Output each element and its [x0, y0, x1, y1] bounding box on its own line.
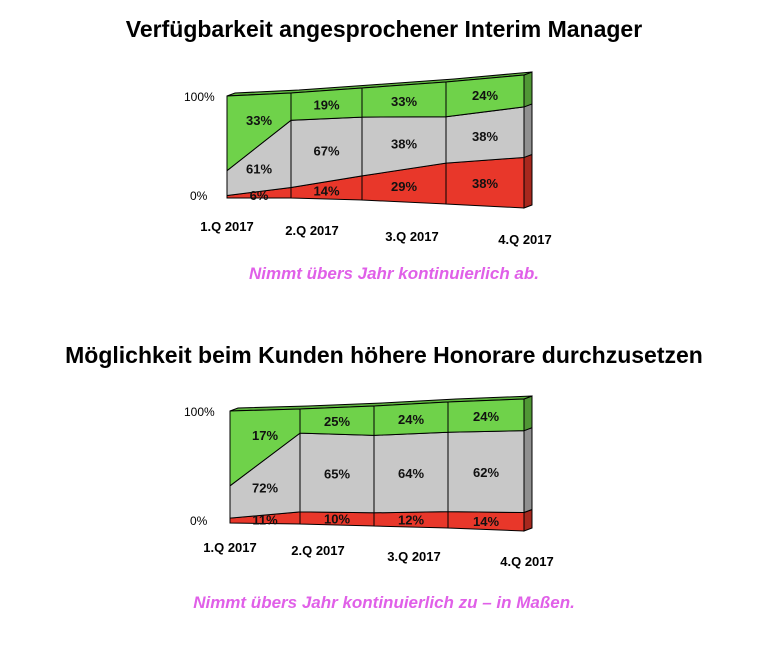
chart-1-tick-3: 4.Q 2017 [498, 232, 552, 247]
chart-1-label-3-1: 38% [472, 129, 498, 144]
chart-2-tick-0: 1.Q 2017 [203, 540, 257, 555]
chart-1-label-1-0: 14% [313, 183, 339, 198]
chart-1-axis-100: 100% [184, 90, 215, 104]
chart-2-label-0-0: 11% [252, 512, 278, 527]
chart-2-tick-2: 3.Q 2017 [387, 549, 441, 564]
chart-2-label-1-1: 65% [324, 466, 350, 481]
chart-1-label-2-1: 38% [391, 136, 417, 151]
chart-2-label-2-2: 24% [398, 412, 424, 427]
chart-1-label-3-2: 24% [472, 88, 498, 103]
chart-2-side-2 [523, 395, 533, 432]
chart-1-tick-2: 3.Q 2017 [385, 229, 439, 244]
chart-1-label-3-0: 38% [472, 176, 498, 191]
chart-1-label-0-1: 61% [246, 162, 272, 177]
chart-1-caption: Nimmt übers Jahr kontinuierlich ab. [248, 264, 539, 283]
chart-1-label-1-1: 67% [313, 143, 339, 158]
chart-1-label-0-2: 33% [246, 113, 272, 128]
chart-1-label-2-0: 29% [391, 179, 417, 194]
chart-2-label-1-0: 10% [324, 512, 350, 527]
chart-1-title: Verfügbarkeit angesprochener Interim Man… [125, 16, 643, 42]
chart-2-label-2-1: 64% [398, 466, 424, 481]
chart-2-label-3-1: 62% [473, 465, 499, 480]
chart-1-tick-1: 2.Q 2017 [285, 223, 339, 238]
chart-2-tick-3: 4.Q 2017 [500, 554, 554, 569]
chart-1-label-0-0: 6% [250, 188, 269, 203]
chart-2-side-1 [523, 426, 533, 514]
chart-2-label-0-1: 72% [252, 480, 278, 495]
chart-2-title: Möglichkeit beim Kunden höhere Honorare … [65, 342, 703, 368]
chart-2-tick-1: 2.Q 2017 [291, 543, 345, 558]
chart-2-label-1-2: 25% [324, 414, 350, 429]
chart-2-axis-100: 100% [184, 405, 215, 419]
chart-2-label-0-2: 17% [252, 428, 278, 443]
chart-1-bar-3-series-2 [445, 74, 525, 118]
chart-2-bar-3-series-2 [447, 398, 525, 433]
chart-2-caption: Nimmt übers Jahr kontinuierlich zu – in … [193, 593, 575, 612]
chart-2-side-0 [523, 508, 533, 532]
chart-2-label-2-0: 12% [398, 513, 424, 528]
chart-2-label-3-0: 14% [473, 514, 499, 529]
chart-1-axis-0: 0% [190, 189, 208, 203]
chart-1-label-2-2: 33% [391, 94, 417, 109]
chart-2-label-3-2: 24% [473, 409, 499, 424]
chart-1-label-1-2: 19% [313, 98, 339, 113]
chart-2-axis-0: 0% [190, 514, 208, 528]
chart-1-tick-0: 1.Q 2017 [200, 219, 254, 234]
